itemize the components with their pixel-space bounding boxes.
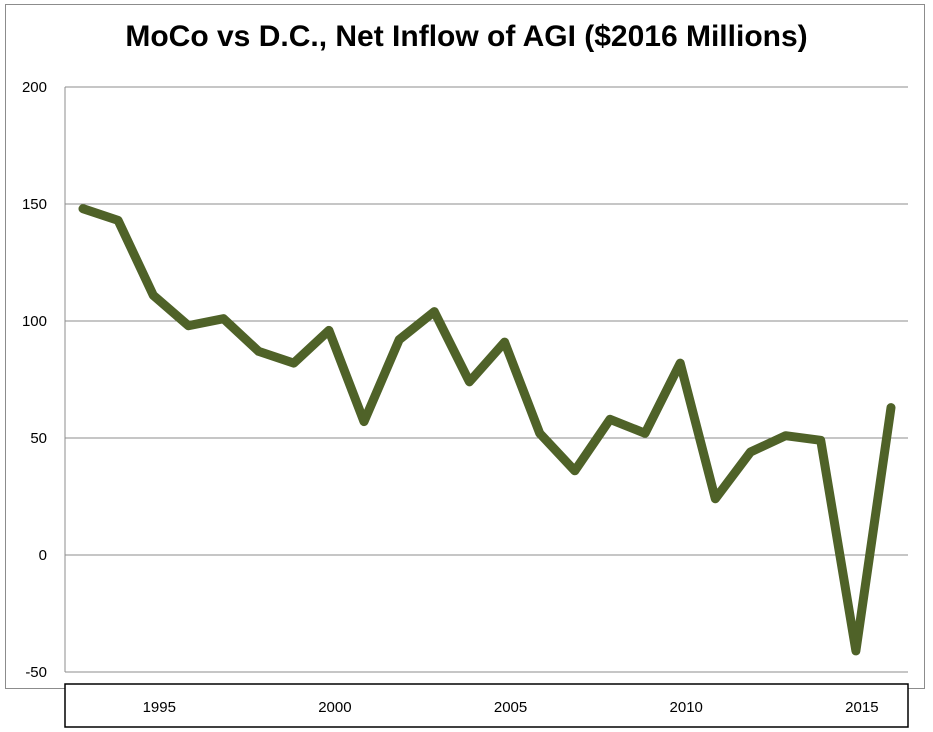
- data-point: [293, 362, 295, 364]
- data-point: [363, 421, 365, 423]
- x-tick-label: 2010: [670, 699, 703, 716]
- data-point: [117, 219, 119, 221]
- data-point: [504, 341, 506, 343]
- x-tick-label: 2015: [845, 699, 878, 716]
- data-point: [855, 650, 857, 652]
- data-point: [644, 432, 646, 434]
- data-point: [539, 432, 541, 434]
- data-point: [152, 294, 154, 296]
- data-point: [187, 325, 189, 327]
- y-tick-labels: -50 0 50 100 150 200: [22, 79, 47, 681]
- data-point: [328, 329, 330, 331]
- y-tick-label: -50: [25, 664, 47, 681]
- data-point: [609, 418, 611, 420]
- x-axis-box: [64, 683, 909, 728]
- data-point: [679, 362, 681, 364]
- x-tick-label: 1995: [143, 699, 176, 716]
- series-layer: [78, 204, 896, 656]
- data-point: [398, 339, 400, 341]
- data-point: [258, 350, 260, 352]
- y-tick-label: 200: [22, 79, 47, 96]
- data-point: [433, 311, 435, 313]
- data-point: [468, 381, 470, 383]
- data-point: [714, 498, 716, 500]
- series-line: [78, 204, 896, 656]
- gridlines: [65, 86, 908, 673]
- data-point: [820, 439, 822, 441]
- x-axis-label-box: [64, 683, 909, 728]
- data-point: [890, 407, 892, 409]
- x-tick-label: 2000: [318, 699, 351, 716]
- data-point: [574, 470, 576, 472]
- chart-area: [5, 4, 925, 689]
- x-tick-label: 2005: [494, 699, 527, 716]
- chart-title: MoCo vs D.C., Net Inflow of AGI ($2016 M…: [125, 20, 808, 53]
- y-tick-label: 0: [39, 547, 47, 564]
- y-tick-label: 100: [22, 313, 47, 330]
- x-tick-labels: 1995 2000 2005 2010 2015: [143, 699, 879, 716]
- data-point: [82, 208, 84, 210]
- data-point: [223, 318, 225, 320]
- y-tick-label: 150: [22, 196, 47, 213]
- y-tick-label: 50: [30, 430, 47, 447]
- data-point: [785, 435, 787, 437]
- data-point: [749, 451, 751, 453]
